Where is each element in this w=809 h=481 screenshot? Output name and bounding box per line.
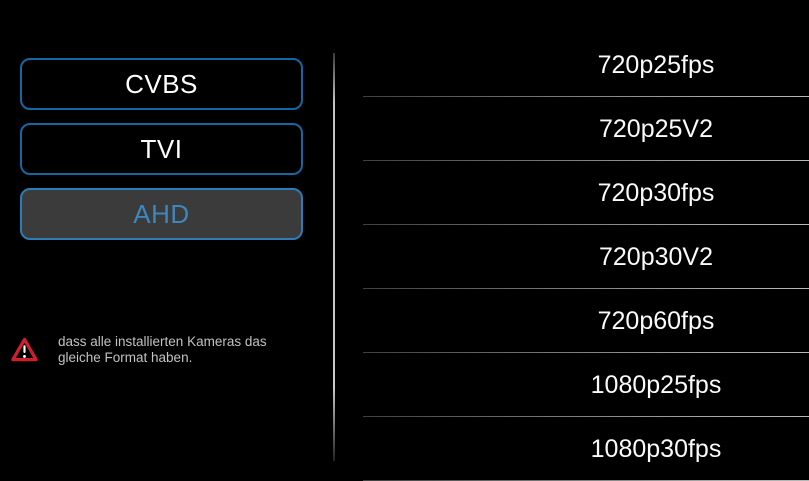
warning-triangle-icon (11, 337, 38, 362)
format-option-label: 720p30V2 (598, 242, 713, 271)
format-option-label: 720p30fps (597, 178, 715, 207)
format-option-label: 1080p25fps (590, 370, 722, 399)
warning-note: dass alle installierten Kameras das glei… (11, 334, 293, 365)
format-option-720p60fps[interactable]: 720p60fps (363, 289, 809, 353)
format-option-label: 720p60fps (597, 306, 715, 335)
format-option-label: 720p25V2 (598, 114, 713, 143)
tvi-button[interactable]: TVI (20, 123, 303, 175)
format-option-label: 720p25fps (597, 50, 715, 79)
format-option-720p25V2[interactable]: 720p25V2 (363, 97, 809, 161)
ahd-button[interactable]: AHD (20, 188, 303, 240)
format-option-1080p30fps[interactable]: 1080p30fps (363, 417, 809, 481)
cvbs-button[interactable]: CVBS (20, 58, 303, 110)
format-option-720p30fps[interactable]: 720p30fps (363, 161, 809, 225)
format-option-720p25fps[interactable]: 720p25fps (363, 33, 809, 97)
format-option-1080p25fps[interactable]: 1080p25fps (363, 353, 809, 417)
warning-text: dass alle installierten Kameras das glei… (58, 334, 267, 365)
format-list: 720p25fps 720p25V2 720p30fps 720p30V2 72… (363, 33, 809, 481)
format-option-label: 1080p30fps (590, 434, 722, 463)
vertical-divider (333, 53, 335, 461)
format-option-720p30V2[interactable]: 720p30V2 (363, 225, 809, 289)
